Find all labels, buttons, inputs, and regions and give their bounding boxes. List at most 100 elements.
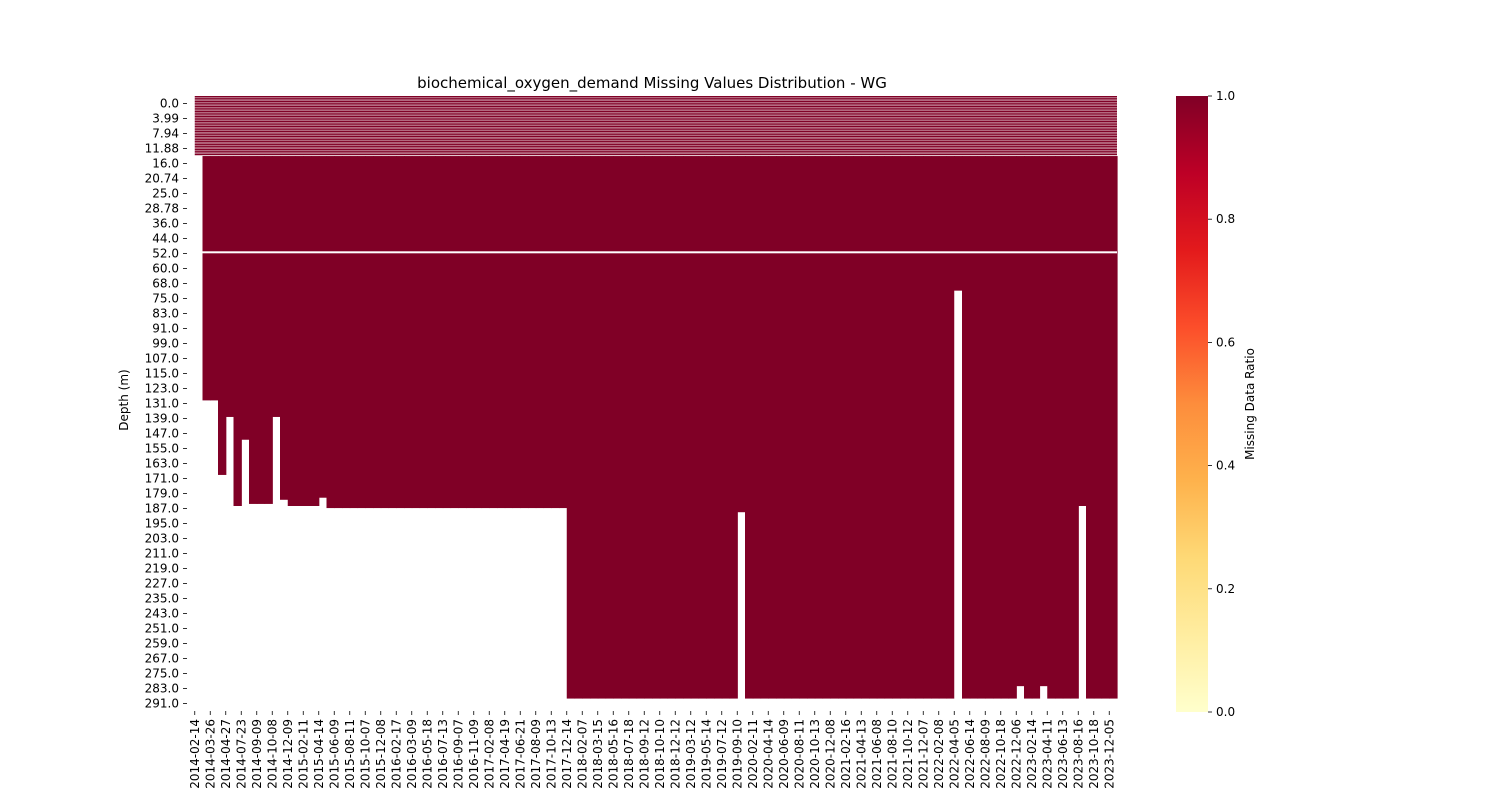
heatmap-cell bbox=[574, 156, 583, 699]
heatmap-cell bbox=[280, 156, 289, 500]
heatmap-cell bbox=[520, 156, 529, 509]
heatmap-cell bbox=[923, 156, 932, 699]
y-tick-label: 291.0 bbox=[145, 697, 179, 711]
x-tick-label: 2017-10-13 bbox=[544, 719, 558, 789]
heatmap-cell bbox=[884, 156, 893, 699]
y-tick-label: 7.94 bbox=[152, 127, 179, 141]
colorbar bbox=[1176, 96, 1208, 712]
heatmap-cell bbox=[543, 156, 552, 509]
heatmap-cell bbox=[233, 156, 242, 506]
heatmap-cell bbox=[357, 156, 366, 509]
heatmap-cell bbox=[194, 132, 1117, 134]
heatmap-cell bbox=[814, 156, 824, 699]
heatmap-cell bbox=[962, 156, 971, 699]
x-tick-label: 2021-04-13 bbox=[854, 719, 868, 789]
x-tick-label: 2018-09-12 bbox=[637, 719, 651, 789]
heatmap-cell bbox=[225, 156, 235, 417]
heatmap-cell bbox=[194, 99, 1117, 101]
heatmap-cell bbox=[194, 122, 1117, 124]
x-tick-label: 2018-02-07 bbox=[575, 719, 589, 789]
x-tick-label: 2018-07-18 bbox=[622, 719, 636, 789]
x-tick-label: 2016-03-09 bbox=[405, 719, 419, 789]
y-tick-label: 187.0 bbox=[145, 502, 179, 516]
heatmap-cell bbox=[636, 156, 645, 699]
colorbar-tick-label: 0.4 bbox=[1216, 459, 1235, 473]
y-tick-label: 259.0 bbox=[145, 637, 179, 651]
heatmap-cell bbox=[497, 156, 506, 509]
heatmap-cell bbox=[396, 156, 405, 509]
x-tick-label: 2020-02-11 bbox=[746, 719, 760, 789]
heatmap-cell bbox=[373, 156, 382, 509]
heatmap-cell bbox=[318, 156, 328, 498]
x-tick-label: 2018-12-12 bbox=[668, 719, 682, 789]
y-tick-label: 91.0 bbox=[152, 322, 179, 336]
heatmap-cell bbox=[194, 110, 1117, 113]
heatmap-cell bbox=[194, 150, 1117, 152]
colorbar-tick-label: 1.0 bbox=[1216, 89, 1235, 103]
x-tick-label: 2022-06-14 bbox=[963, 719, 977, 789]
heatmap-cell bbox=[1024, 156, 1033, 699]
heatmap-cell bbox=[194, 140, 1117, 142]
heatmap-cell bbox=[194, 135, 1117, 137]
heatmap-cell bbox=[334, 156, 343, 509]
x-tick-label: 2022-02-08 bbox=[932, 719, 946, 789]
heatmap-gap-column bbox=[954, 290, 962, 711]
heatmap-cell bbox=[551, 156, 560, 509]
heatmap-cell bbox=[481, 156, 490, 509]
heatmap-cell bbox=[365, 156, 374, 509]
x-tick-label: 2016-02-17 bbox=[389, 719, 403, 789]
x-tick-label: 2016-11-09 bbox=[467, 719, 481, 789]
y-tick-label: 131.0 bbox=[145, 397, 179, 411]
heatmap-cell bbox=[194, 97, 1117, 99]
y-tick-label: 171.0 bbox=[145, 472, 179, 486]
x-tick-label: 2015-04-14 bbox=[312, 719, 326, 789]
heatmap-cell bbox=[1093, 156, 1103, 699]
heatmap-cell bbox=[915, 156, 924, 699]
heatmap-cell bbox=[993, 156, 1002, 699]
heatmap-cell bbox=[194, 96, 1117, 98]
x-tick-label: 2021-12-07 bbox=[916, 719, 930, 789]
heatmap-cell bbox=[210, 156, 219, 401]
heatmap-cell bbox=[1070, 156, 1079, 699]
heatmap-cell bbox=[489, 156, 498, 509]
x-tick-label: 2020-08-11 bbox=[792, 719, 806, 789]
heatmap-cell bbox=[652, 156, 661, 699]
y-tick-label: 52.0 bbox=[152, 247, 179, 261]
heatmap-cell bbox=[194, 109, 1117, 111]
heatmap-cell bbox=[380, 156, 390, 509]
heatmap-cell bbox=[683, 156, 692, 699]
x-tick-label: 2019-05-14 bbox=[699, 719, 713, 789]
x-tick-label: 2020-06-09 bbox=[777, 719, 791, 789]
heatmap-cell bbox=[194, 120, 1117, 123]
heatmap-cell bbox=[194, 129, 1117, 131]
heatmap-cell bbox=[295, 156, 304, 506]
heatmap-cell bbox=[1031, 156, 1041, 699]
heatmap-cell bbox=[768, 156, 777, 699]
x-tick-label: 2023-06-13 bbox=[1056, 719, 1070, 789]
y-tick-label: 155.0 bbox=[145, 442, 179, 456]
heatmap-cell bbox=[326, 156, 335, 509]
heatmap-cell bbox=[659, 156, 669, 699]
heatmap-cell bbox=[830, 156, 839, 699]
y-tick-label: 25.0 bbox=[152, 187, 179, 201]
heatmap-cell bbox=[690, 156, 700, 699]
x-tick-label: 2019-09-10 bbox=[730, 719, 744, 789]
heatmap-cell bbox=[760, 156, 769, 699]
y-tick-label: 0.0 bbox=[160, 97, 179, 111]
heatmap-cell bbox=[194, 127, 1117, 129]
y-tick-label: 75.0 bbox=[152, 292, 179, 306]
heatmap-cell bbox=[590, 156, 599, 699]
heatmap-cell bbox=[861, 156, 870, 699]
x-tick-label: 2018-05-16 bbox=[606, 719, 620, 789]
heatmap-cell bbox=[869, 156, 878, 699]
heatmap-cell bbox=[194, 125, 1117, 128]
colorbar-tick-label: 0.8 bbox=[1216, 212, 1235, 226]
x-tick-label: 2023-12-05 bbox=[1102, 719, 1116, 789]
y-tick-label: 251.0 bbox=[145, 622, 179, 636]
heatmap-cell bbox=[194, 119, 1117, 121]
heatmap-cell bbox=[597, 156, 607, 699]
heatmap-cell bbox=[729, 156, 738, 699]
heatmap-cell bbox=[194, 102, 1117, 104]
x-tick-label: 2023-10-18 bbox=[1087, 719, 1101, 789]
